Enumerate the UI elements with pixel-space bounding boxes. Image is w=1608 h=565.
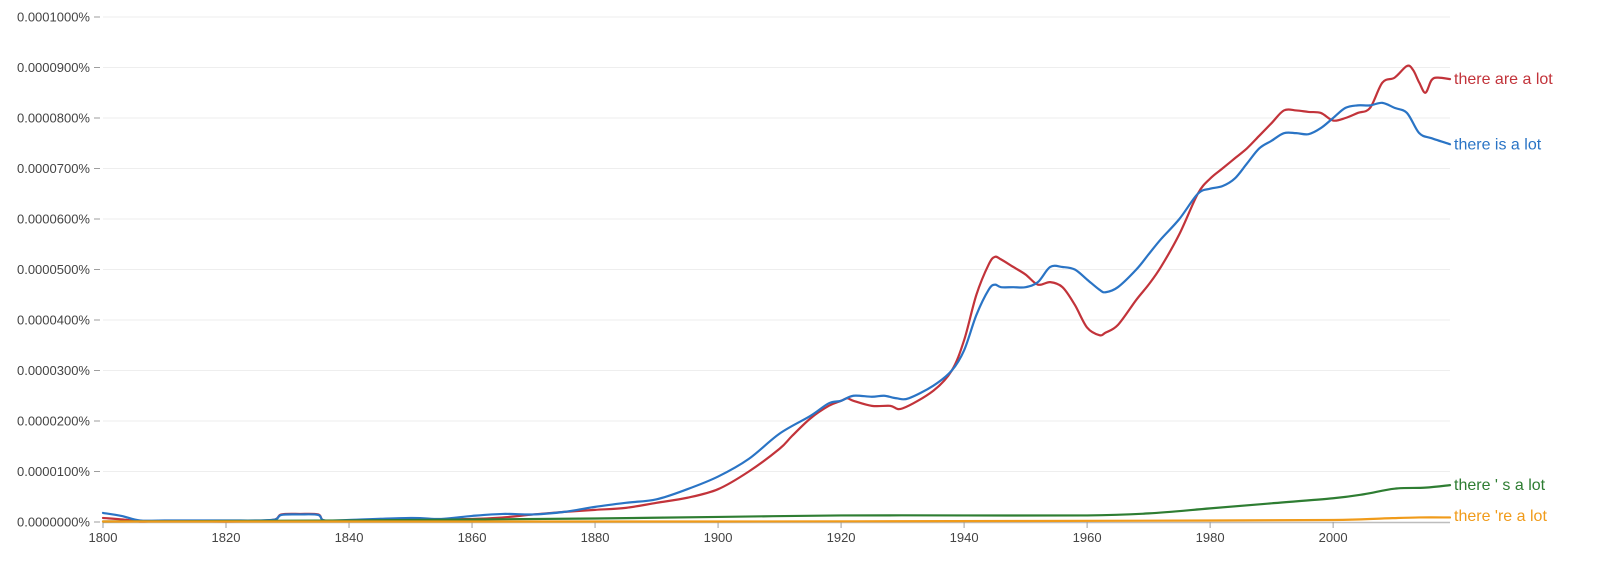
series-lines (101, 64, 1452, 523)
x-tick-label: 1820 (212, 530, 241, 545)
series-label-there-re-a-lot: there 're a lot (1454, 508, 1547, 525)
y-tick-label: 0.0000800% (17, 111, 90, 126)
series-line-there-is-a-lot (101, 101, 1452, 522)
y-tick-label: 0.0000900% (17, 60, 90, 75)
x-tick-label: 1920 (827, 530, 856, 545)
series-line-there-s-a-lot (101, 484, 1452, 523)
x-tick-label: 1980 (1196, 530, 1225, 545)
y-tick-label: 0.0000600% (17, 212, 90, 227)
x-tick-label: 1840 (335, 530, 364, 545)
y-tick-label: 0.0000400% (17, 313, 90, 328)
series-line-there-are-a-lot (101, 64, 1452, 523)
x-tick-label: 1960 (1073, 530, 1102, 545)
y-tick-label: 0.0000700% (17, 161, 90, 176)
y-tick-label: 0.0000300% (17, 363, 90, 378)
x-tick-label: 1940 (950, 530, 979, 545)
y-tick-label: 0.0000200% (17, 414, 90, 429)
x-tick-label: 1880 (581, 530, 610, 545)
x-tick-label: 2000 (1319, 530, 1348, 545)
grid-lines (103, 16, 1450, 472)
x-axis-ticks: 1800 1820 1840 1860 1880 1900 1920 1940 1960 1980… (89, 522, 1348, 545)
x-tick-label: 1800 (89, 530, 118, 545)
y-tick-label: 0.0000000% (17, 515, 90, 530)
y-tick-label: 0.0000100% (17, 464, 90, 479)
y-tick-label: 0.0001000% (17, 10, 90, 25)
series-label-there-are-a-lot: there are a lot (1454, 71, 1553, 88)
y-tick-label: 0.0000500% (17, 262, 90, 277)
series-labels: there are a lot there is a lot there ' s a… (1454, 71, 1553, 525)
series-label-there-is-a-lot: there is a lot (1454, 136, 1542, 153)
series-label-there-s-a-lot: there ' s a lot (1454, 477, 1546, 494)
x-tick-label: 1900 (704, 530, 733, 545)
series-line-there-re-a-lot (101, 516, 1452, 523)
x-tick-label: 1860 (458, 530, 487, 545)
y-axis-ticks: 0.0000000% 0.0000100% 0.0000200% 0.0000300%… (17, 10, 100, 530)
